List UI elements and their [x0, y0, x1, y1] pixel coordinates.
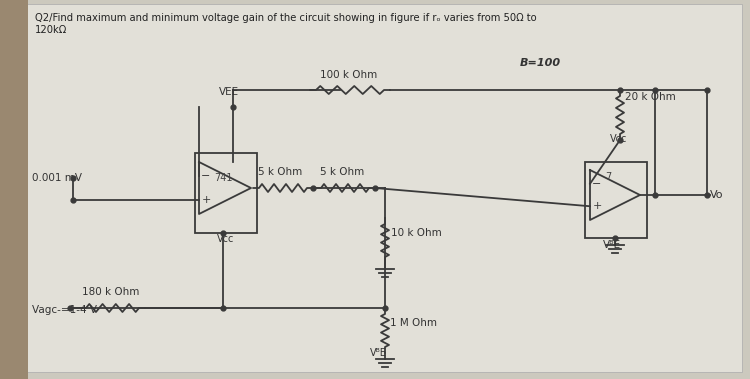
Text: VᴮE: VᴮE: [370, 348, 387, 358]
Text: 180 k Ohm: 180 k Ohm: [82, 287, 140, 297]
Bar: [585, 162, 647, 238]
FancyBboxPatch shape: [0, 0, 28, 379]
Text: B=100: B=100: [520, 58, 561, 68]
Text: 120kΩ: 120kΩ: [35, 25, 68, 35]
Text: 100 k Ohm: 100 k Ohm: [320, 70, 377, 80]
Text: Vo: Vo: [710, 190, 724, 200]
Text: −: −: [592, 179, 602, 189]
Text: Vᴄc: Vᴄc: [217, 234, 234, 244]
Text: 10 k Ohm: 10 k Ohm: [391, 228, 442, 238]
Text: 7: 7: [605, 172, 611, 182]
Text: VᴮE: VᴮE: [603, 240, 621, 250]
Text: Vcc: Vcc: [610, 134, 627, 144]
Text: 1 M Ohm: 1 M Ohm: [390, 318, 437, 328]
Text: 20 k Ohm: 20 k Ohm: [625, 92, 676, 102]
Text: 5 k Ohm: 5 k Ohm: [320, 167, 364, 177]
Text: 741: 741: [214, 173, 232, 183]
Text: 0.001 mV: 0.001 mV: [32, 173, 82, 183]
Text: Q2/Find maximum and minimum voltage gain of the circuit showing in figure if rₒ : Q2/Find maximum and minimum voltage gain…: [35, 13, 537, 23]
Text: Vagc-=1-4 V: Vagc-=1-4 V: [32, 305, 97, 315]
Text: +: +: [592, 201, 602, 211]
Text: −: −: [201, 171, 211, 181]
Bar: [195, 153, 257, 233]
Text: +: +: [201, 195, 211, 205]
Text: VEE: VEE: [219, 87, 239, 97]
FancyBboxPatch shape: [8, 4, 742, 372]
Text: 5 k Ohm: 5 k Ohm: [258, 167, 302, 177]
